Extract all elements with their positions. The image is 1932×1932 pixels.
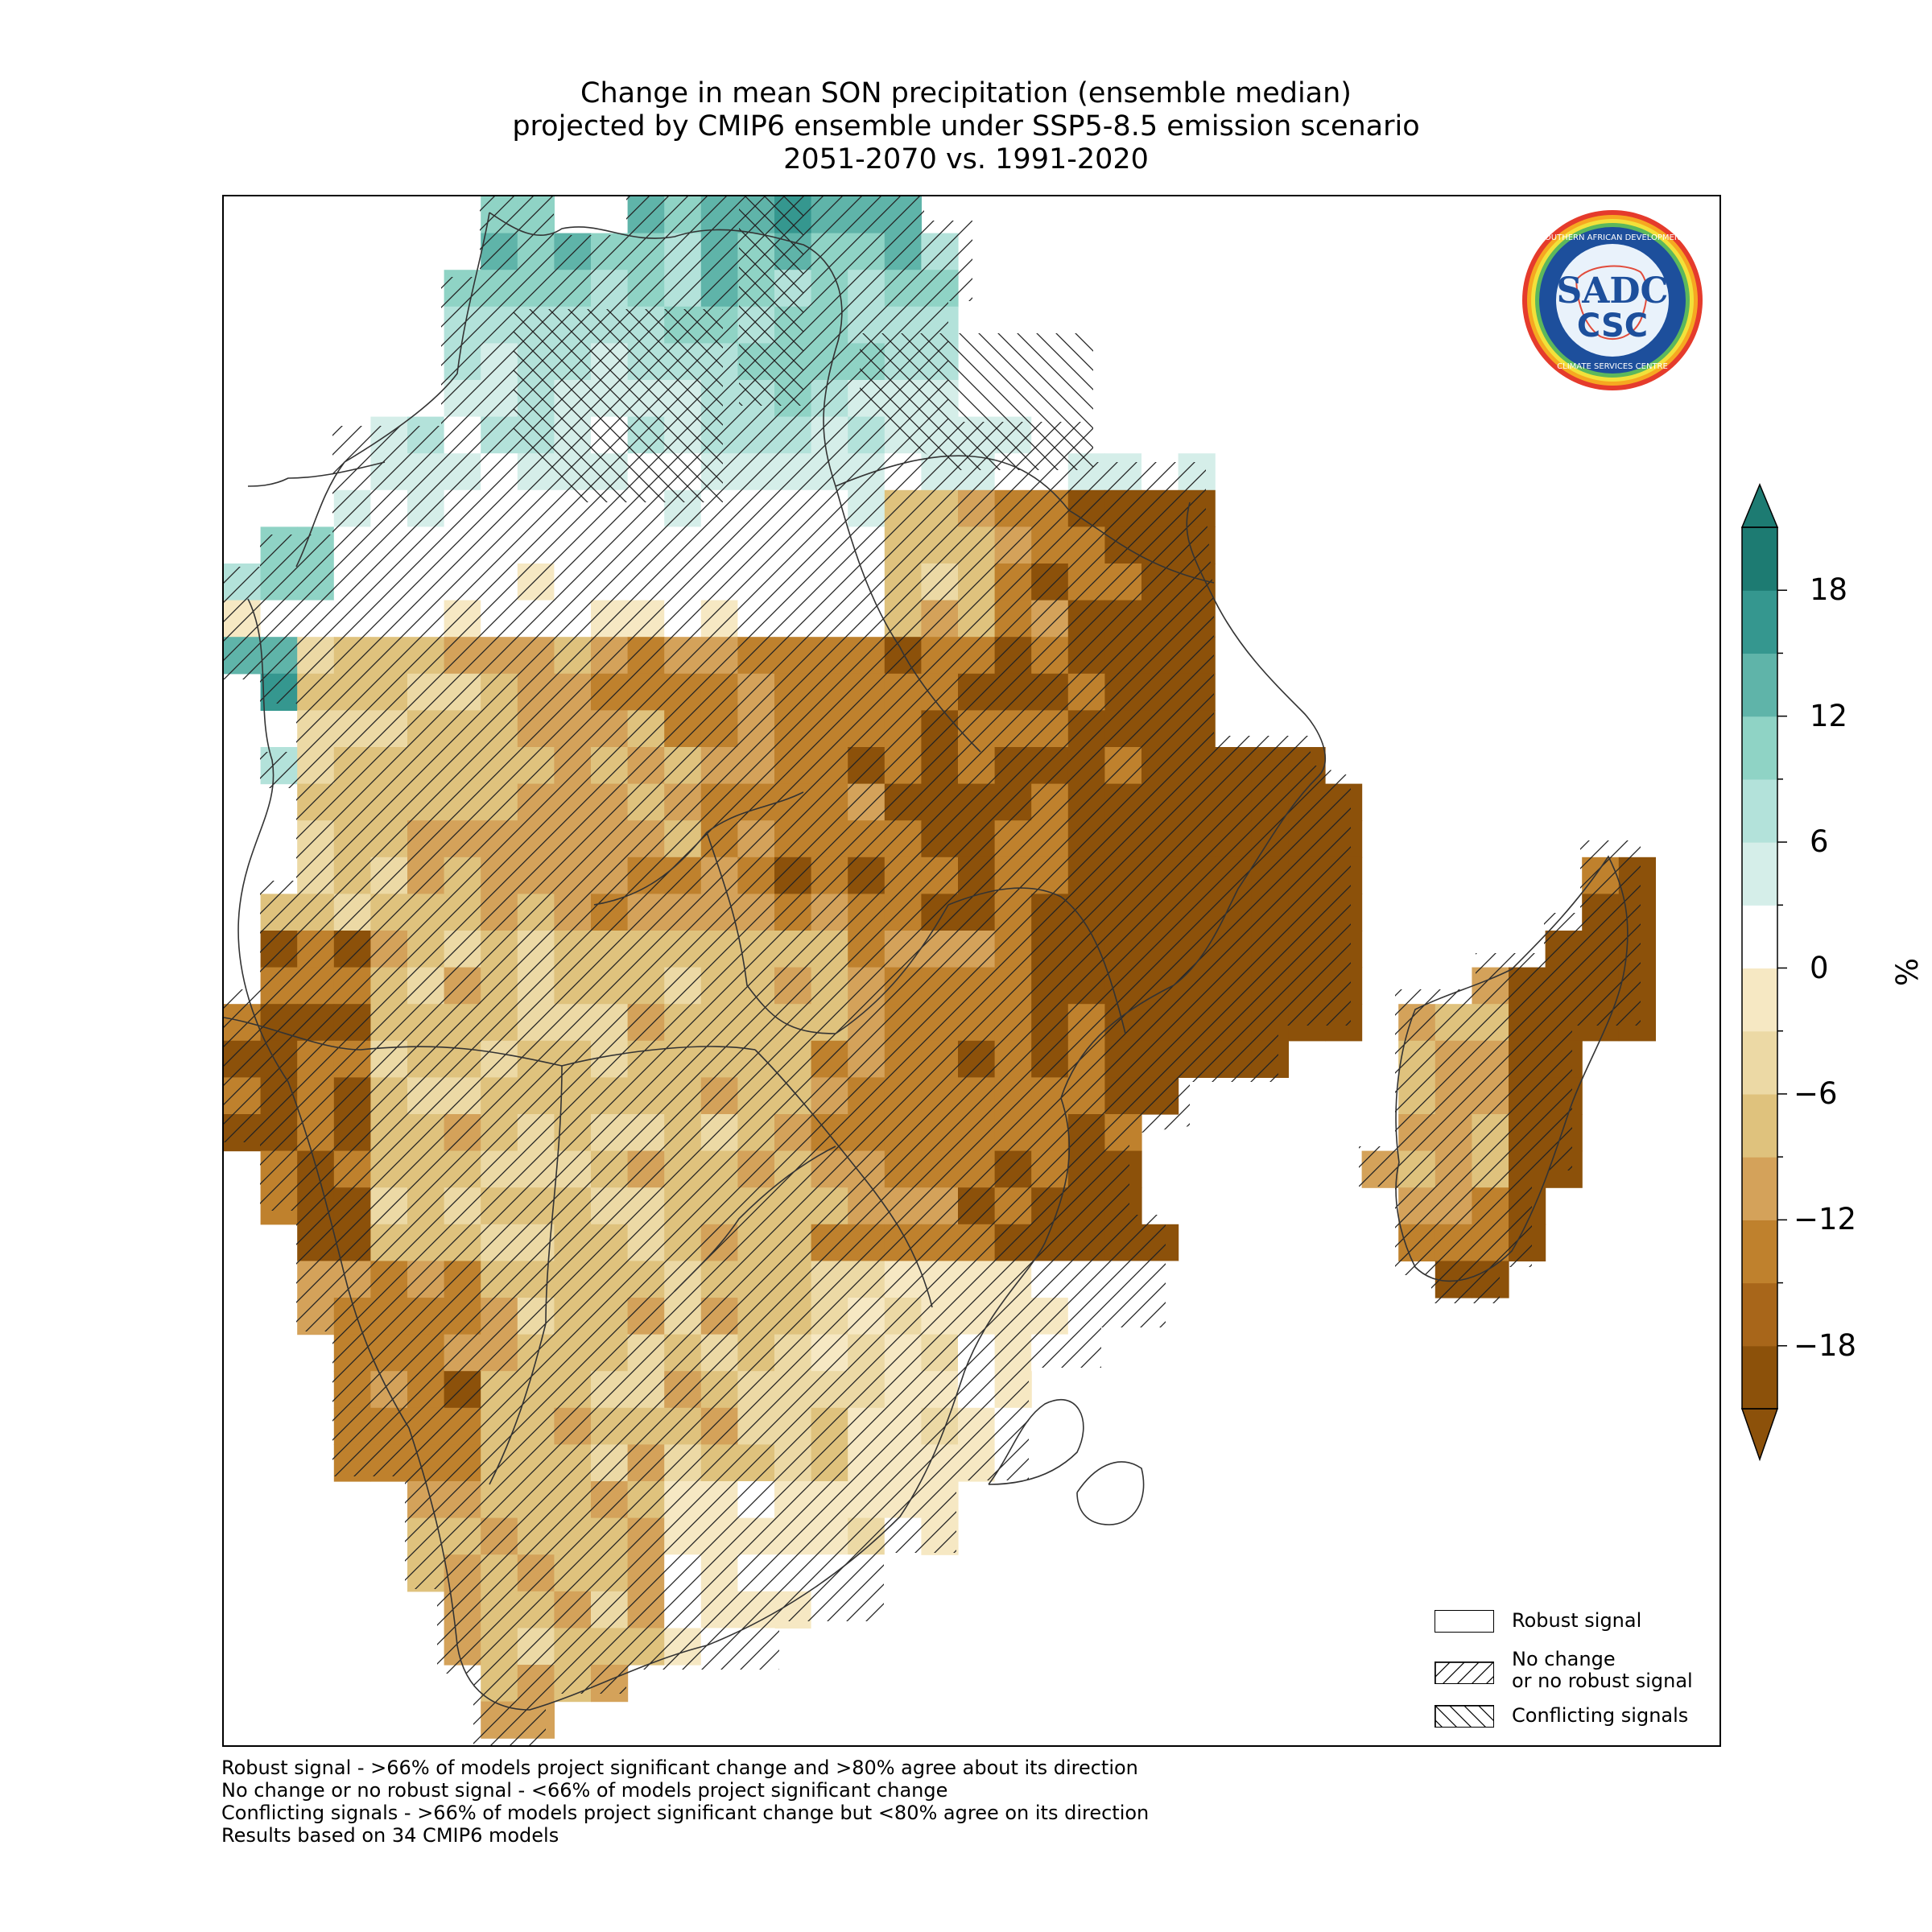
country-border xyxy=(988,1398,1084,1485)
colorbar-segment xyxy=(1742,968,1777,1032)
madagascar-coastline xyxy=(1395,855,1629,1282)
legend-conflicting-label: Conflicting signals xyxy=(1512,1704,1689,1727)
title-line-2: projected by CMIP6 ensemble under SSP5-8… xyxy=(512,110,1420,142)
no-robust-signal-hatch xyxy=(1359,840,1641,1303)
country-border xyxy=(247,461,386,487)
colorbar xyxy=(1740,483,1787,1462)
country-border xyxy=(947,887,1126,1034)
colorbar-segment xyxy=(1742,905,1777,969)
svg-text:SOUTHERN AFRICAN DEVELOPMENT: SOUTHERN AFRICAN DEVELOPMENT xyxy=(1540,233,1686,242)
country-border xyxy=(674,1146,836,1292)
footnote-no-change: No change or no robust signal - <66% of … xyxy=(221,1779,948,1802)
colorbar-unit-label: % xyxy=(1890,957,1926,987)
country-border xyxy=(489,1065,563,1485)
legend-no-change-label-1: No change xyxy=(1512,1648,1616,1670)
title-line-3: 2051-2070 vs. 1991-2020 xyxy=(783,143,1149,175)
colorbar-segment xyxy=(1742,1157,1777,1220)
legend-robust-label: Robust signal xyxy=(1512,1609,1642,1632)
colorbar-tick-label: 18 xyxy=(1810,572,1848,608)
colorbar-tick-label: 0 xyxy=(1810,950,1829,985)
colorbar-segment xyxy=(1742,1030,1777,1095)
hatching-layer xyxy=(224,196,1641,1745)
country-border xyxy=(1076,1461,1145,1525)
colorbar-segment xyxy=(1742,716,1777,780)
colorbar-tick-label: 12 xyxy=(1810,698,1848,733)
conflicting-signal-hatch xyxy=(860,333,1093,470)
colorbar-segment xyxy=(1742,1220,1777,1284)
sadc-csc-logo: SADC CSC SOUTHERN AFRICAN DEVELOPMENT CL… xyxy=(1522,210,1703,390)
legend-no-change-swatch xyxy=(1435,1662,1494,1684)
conflicting-signal-hatch xyxy=(739,196,803,406)
country-border xyxy=(835,455,1215,584)
country-border xyxy=(295,212,490,568)
colorbar-segment xyxy=(1742,1093,1777,1158)
legend-conflicting-swatch xyxy=(1435,1705,1494,1728)
map-title: Change in mean SON precipitation (ensemb… xyxy=(0,77,1932,176)
footnote-robust: Robust signal - >66% of models project s… xyxy=(221,1757,1138,1779)
footnote-models: Results based on 34 CMIP6 models xyxy=(221,1824,559,1847)
country-border xyxy=(835,485,981,753)
legend-robust-swatch xyxy=(1435,1610,1494,1633)
svg-text:CSC: CSC xyxy=(1577,308,1648,345)
precipitation-change-map xyxy=(224,196,1656,1745)
map-panel xyxy=(222,195,1721,1747)
colorbar-tick-label: −18 xyxy=(1794,1327,1857,1363)
svg-text:CLIMATE SERVICES CENTRE: CLIMATE SERVICES CENTRE xyxy=(1557,362,1668,371)
country-border xyxy=(489,212,843,487)
colorbar-tick-label: −6 xyxy=(1794,1075,1838,1111)
colorbar-segment xyxy=(1742,653,1777,717)
colorbar-extend-min xyxy=(1740,1408,1779,1462)
colorbar-extend-max xyxy=(1740,483,1779,528)
svg-text:SADC: SADC xyxy=(1556,270,1668,312)
country-border xyxy=(754,1049,933,1308)
country-borders xyxy=(224,212,1629,1711)
colorbar-segment xyxy=(1742,590,1777,654)
colorbar-segment xyxy=(1742,1282,1777,1347)
no-robust-signal-hatch xyxy=(224,196,1351,1745)
title-line-1: Change in mean SON precipitation (ensemb… xyxy=(580,77,1352,109)
footnote-conflicting: Conflicting signals - >66% of models pro… xyxy=(221,1802,1150,1824)
colorbar-tick-label: 6 xyxy=(1810,824,1829,860)
colorbar-segment xyxy=(1742,1345,1777,1410)
colorbar-segment xyxy=(1742,842,1777,906)
mainland-coastline xyxy=(237,502,1327,1711)
colorbar-segment xyxy=(1742,778,1777,843)
footnotes: Robust signal - >66% of models project s… xyxy=(221,1757,1149,1847)
country-border xyxy=(593,791,804,906)
country-border xyxy=(706,832,949,1034)
legend-no-change-label-2: or no robust signal xyxy=(1512,1670,1693,1692)
colorbar-segment xyxy=(1742,527,1777,591)
country-border xyxy=(224,1017,756,1067)
conflicting-signal-hatch xyxy=(514,309,723,502)
colorbar-tick-label: −12 xyxy=(1794,1202,1857,1237)
